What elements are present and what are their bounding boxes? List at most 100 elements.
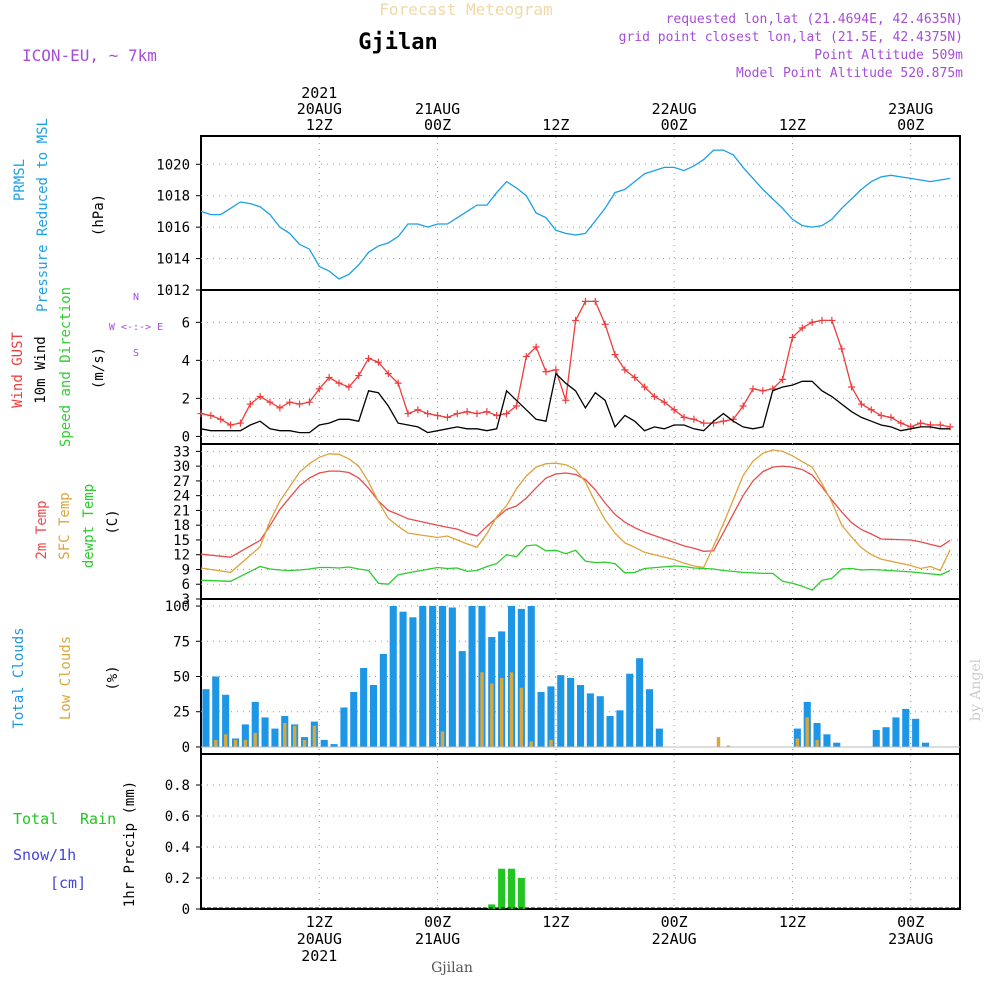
bar-clouds-0 (340, 707, 348, 747)
bar-clouds-0 (448, 607, 456, 747)
bar-clouds-1 (253, 732, 257, 747)
bar-clouds-0 (626, 673, 634, 747)
bar-clouds-0 (636, 658, 644, 747)
gust-marker (404, 410, 412, 418)
gust-marker (384, 370, 392, 378)
gust-marker (217, 415, 225, 423)
y-tick-label: 1016 (156, 220, 190, 236)
bar-clouds-0 (646, 689, 654, 747)
bar-precip-0 (508, 868, 516, 909)
bottom-time-label: 21AUG (415, 930, 460, 948)
y-tick-label: 75 (173, 634, 190, 650)
bottom-time-label: 12Z (542, 913, 569, 931)
gust-marker (325, 373, 333, 381)
bar-clouds-0 (912, 718, 920, 747)
gust-marker (650, 392, 658, 400)
watermark: by Angel (968, 658, 984, 721)
y-tick-label: 1018 (156, 189, 190, 205)
pressure-label-title: Pressure Reduced to MSL (35, 118, 51, 312)
wind-unit: (m/s) (91, 347, 107, 389)
bar-clouds-1 (519, 687, 524, 747)
y-tick-label: 0.6 (165, 809, 190, 825)
bar-clouds-0 (882, 727, 890, 747)
gust-marker (315, 385, 323, 393)
bar-clouds-1 (480, 672, 484, 747)
bar-clouds-1 (283, 723, 287, 747)
bar-clouds-0 (596, 696, 604, 747)
gust-marker (601, 320, 609, 328)
precip-rain-label: Rain (80, 810, 116, 828)
gust-marker (719, 417, 727, 425)
gust-marker (936, 421, 944, 429)
bar-clouds-0 (537, 692, 545, 747)
bar-clouds-0 (586, 693, 594, 747)
bar-clouds-1 (490, 683, 494, 747)
gust-marker (424, 410, 432, 418)
bar-clouds-0 (370, 685, 378, 747)
gust-marker (700, 419, 708, 427)
series-line-temperature-1 (200, 449, 951, 574)
top-time-label: 22AUG (652, 100, 697, 118)
gust-marker (374, 358, 382, 366)
top-time-label: 12Z (542, 116, 569, 134)
bar-precip-0 (488, 904, 496, 909)
point-altitude: Point Altitude 509m (814, 48, 963, 63)
y-tick-label: 2 (182, 391, 190, 407)
y-tick-label: 0 (182, 902, 190, 918)
series-line-temperature-0 (200, 465, 951, 558)
gust-marker (739, 402, 747, 410)
temp-unit: (C) (105, 509, 121, 534)
top-time-label: 21AUG (415, 100, 460, 118)
y-tick-label: 0.4 (165, 840, 190, 856)
gust-marker (917, 419, 925, 427)
wind-labels: Wind GUST 10m Wind Speed and Direction (… (10, 287, 163, 447)
top-time-label: 00Z (424, 116, 451, 134)
bar-clouds-0 (222, 694, 230, 747)
bar-clouds-0 (813, 723, 821, 747)
y-tick-label: 33 (173, 444, 190, 460)
bar-clouds-0 (360, 668, 368, 747)
temp-dewpt-label: dewpt Temp (81, 484, 97, 568)
gust-marker (345, 383, 353, 391)
gust-marker (434, 411, 442, 419)
top-time-label: 20AUG (297, 100, 342, 118)
y-tick-label: 9 (182, 562, 190, 578)
series-line-temperature-2 (200, 544, 951, 591)
gust-marker (246, 400, 254, 408)
y-tick-label: 1020 (156, 157, 190, 173)
bar-clouds-0 (823, 734, 831, 747)
gust-marker (818, 316, 826, 324)
bar-clouds-0 (517, 608, 525, 747)
bar-clouds-1 (509, 672, 514, 747)
bar-clouds-0 (389, 606, 397, 747)
bar-clouds-0 (439, 606, 447, 747)
bar-clouds-1 (805, 717, 809, 747)
cloud-unit: (%) (105, 665, 121, 690)
gust-marker (305, 398, 313, 406)
bottom-time-label: 22AUG (652, 930, 697, 948)
wind-10m-label: 10m Wind (33, 336, 49, 403)
pressure-label-prmsl: PRMSL (12, 159, 28, 201)
gust-marker (690, 415, 698, 423)
gust-marker (473, 410, 481, 418)
bar-clouds-0 (350, 692, 358, 747)
top-time-label: 23AUG (888, 100, 933, 118)
bar-clouds-0 (429, 606, 437, 747)
cloud-labels: Total Clouds Low Clouds (%) (11, 627, 121, 728)
y-tick-label: 3 (182, 592, 190, 608)
bar-clouds-0 (419, 606, 427, 747)
wind-dir-label: Speed and Direction (58, 287, 74, 447)
bar-clouds-1 (440, 731, 445, 747)
bar-clouds-0 (399, 611, 407, 747)
gust-marker (581, 297, 589, 305)
bar-clouds-1 (312, 725, 317, 747)
bar-precip-0 (517, 878, 525, 909)
gust-marker (414, 406, 422, 414)
gust-marker (897, 419, 905, 427)
y-tick-label: 0.8 (165, 778, 190, 794)
gust-marker (355, 372, 363, 380)
gust-marker (443, 413, 451, 421)
y-tick-label: 1014 (156, 252, 190, 268)
